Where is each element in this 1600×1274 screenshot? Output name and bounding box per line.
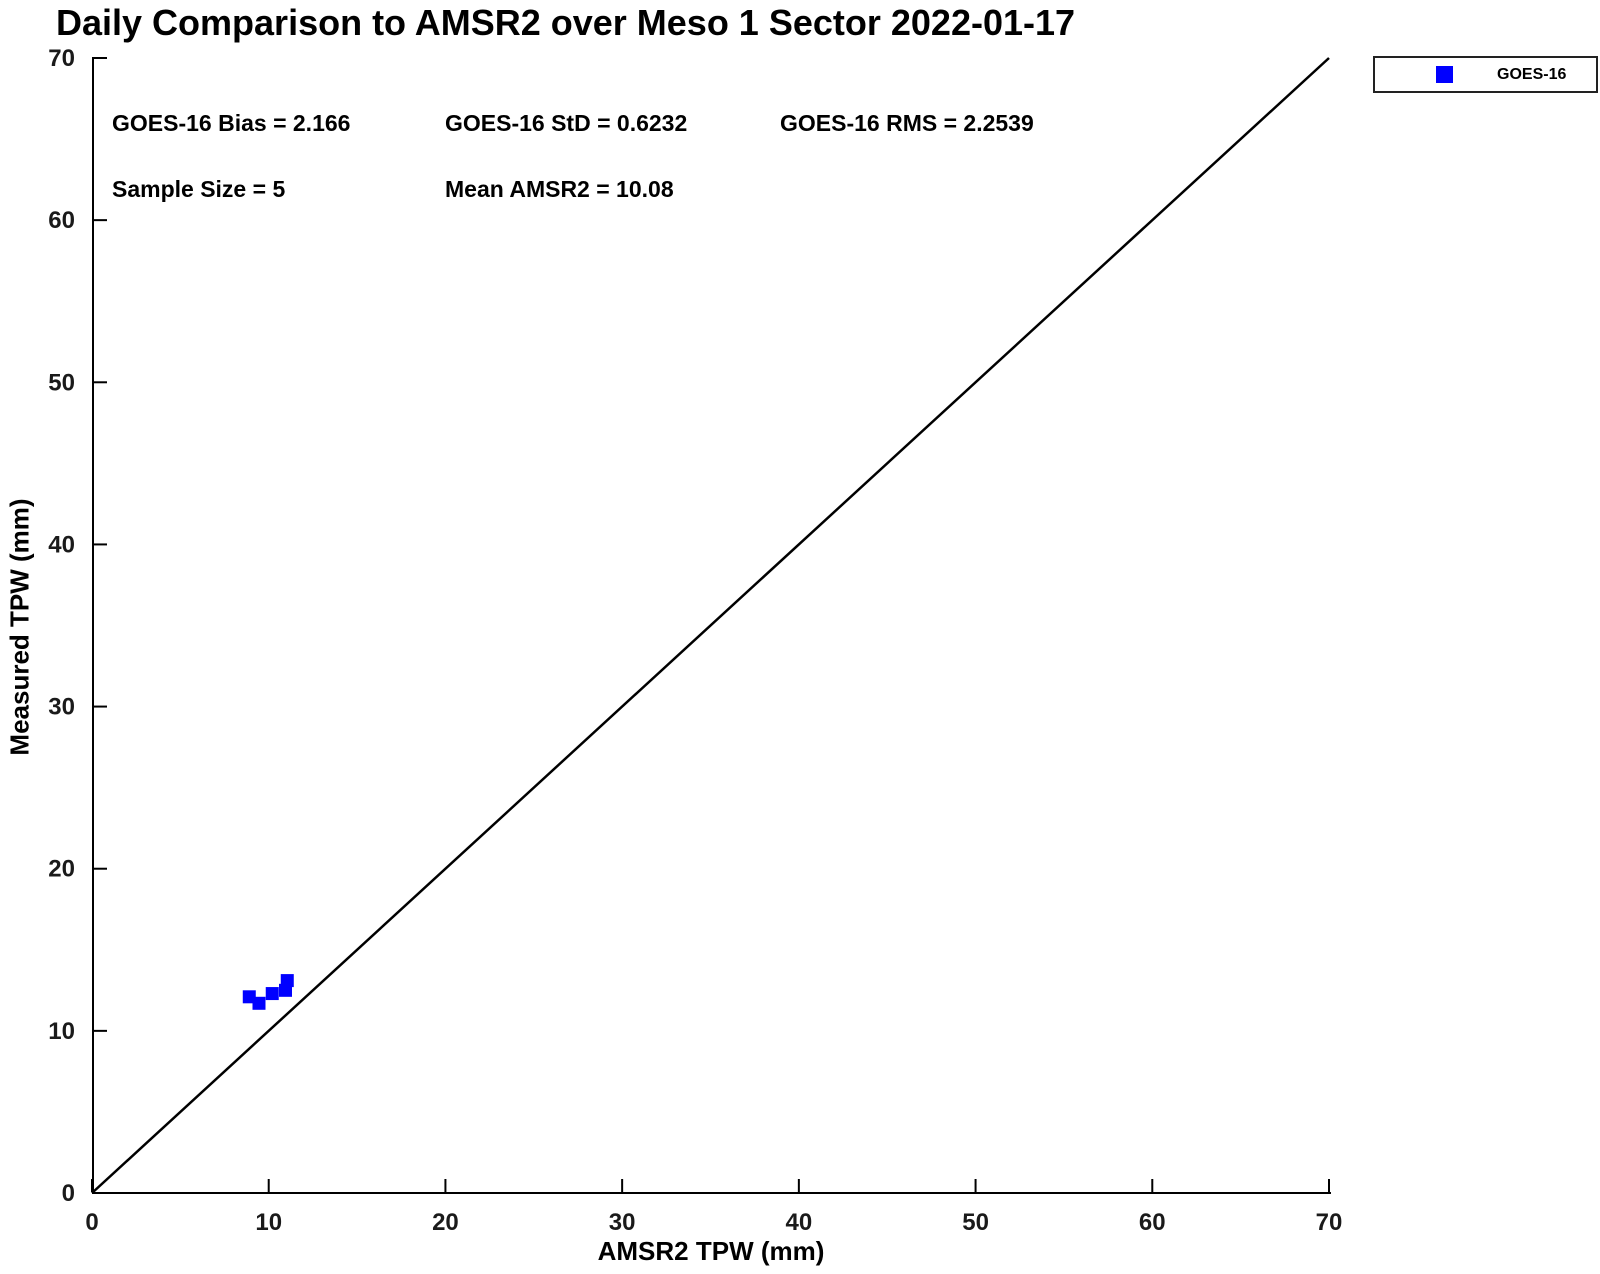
x-tick-label: 50 (962, 1209, 989, 1236)
x-tick-label: 70 (1316, 1209, 1343, 1236)
y-tick-label: 60 (48, 207, 75, 234)
x-tick-label: 60 (1139, 1209, 1166, 1236)
y-tick-label: 50 (48, 369, 75, 396)
stat-rms: GOES-16 RMS = 2.2539 (780, 110, 1034, 136)
data-point-marker (280, 974, 294, 988)
data-point-marker (252, 996, 266, 1010)
y-tick-label: 10 (48, 1018, 75, 1045)
legend-label: GOES-16 (1497, 65, 1567, 83)
x-tick-label: 20 (432, 1209, 459, 1236)
x-tick-label: 10 (255, 1209, 282, 1236)
stat-sample-size: Sample Size = 5 (112, 176, 286, 202)
y-tick-label: 20 (48, 856, 75, 883)
stat-mean-amsr2: Mean AMSR2 = 10.08 (445, 176, 674, 202)
identity-line (91, 57, 1330, 1194)
x-axis-label: AMSR2 TPW (mm) (597, 1236, 825, 1266)
y-axis-label: Measured TPW (mm) (4, 498, 35, 756)
legend-marker-square-icon (1436, 66, 1453, 83)
x-tick-label: 0 (85, 1209, 98, 1236)
x-tick-label: 30 (609, 1209, 636, 1236)
stat-std: GOES-16 StD = 0.6232 (445, 110, 688, 136)
stat-bias: GOES-16 Bias = 2.166 (112, 110, 351, 136)
legend: GOES-16 (1373, 56, 1598, 93)
chart-title: Daily Comparison to AMSR2 over Meso 1 Se… (56, 2, 1076, 43)
y-tick-label: 30 (48, 694, 75, 721)
data-point-marker (265, 987, 279, 1001)
x-tick-label: 40 (786, 1209, 813, 1236)
y-tick-label: 70 (48, 45, 75, 72)
y-tick-label: 0 (62, 1180, 75, 1207)
y-tick-label: 40 (48, 531, 75, 558)
